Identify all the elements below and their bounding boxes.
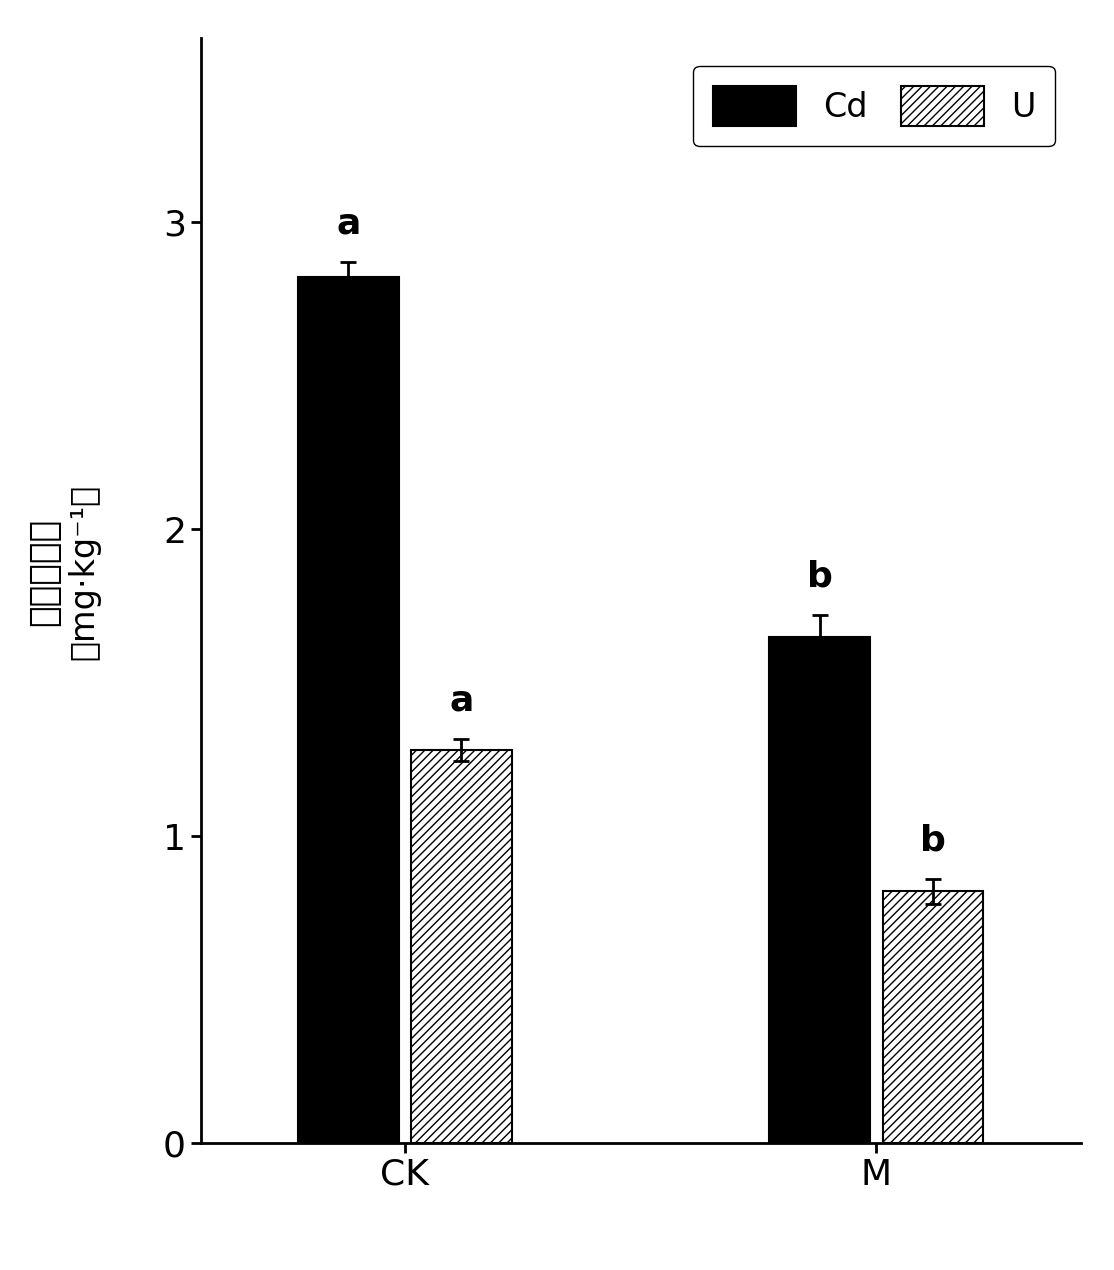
Bar [411, 751, 511, 1143]
Legend: Cd, U: Cd, U [693, 66, 1055, 146]
Text: a: a [449, 685, 473, 718]
Text: 鑰、铀浓度: 鑰、铀浓度 [28, 517, 61, 626]
Bar [882, 892, 984, 1143]
Text: b: b [807, 560, 832, 593]
Text: （mg·kg⁻¹）: （mg·kg⁻¹） [67, 484, 100, 659]
Bar [297, 278, 399, 1143]
Bar [770, 636, 870, 1143]
Text: a: a [336, 207, 361, 241]
Text: b: b [920, 823, 946, 857]
